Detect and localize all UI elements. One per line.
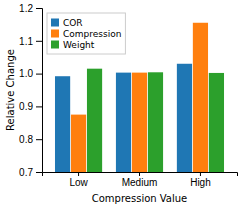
x-axis-line [43,173,238,177]
x-tick: Low [69,172,88,188]
y-tick-label: 1.2 [19,3,33,14]
y-axis: 0.7 0.8 0.9 1.0 1.1 1.2 [19,3,42,178]
legend-swatch [51,19,59,27]
bars [55,23,224,172]
x-tick: High [190,172,211,188]
y-tick-label: 1.0 [19,68,33,79]
x-tick-label: Medium [122,177,158,188]
y-tick-label: 0.9 [19,101,33,112]
legend-item: Compression [51,29,121,39]
legend-item: Weight [51,40,95,50]
bar [132,73,147,172]
bar [71,115,86,172]
plot: 0.70.80.91.01.11.2LowMediumHighCORCompre… [19,3,237,206]
y-tick: 1.1 [19,36,42,47]
legend-label: Compression [63,29,121,39]
x-tick-label: High [190,177,211,188]
bar-series [87,69,224,172]
y-tick-mark [36,106,42,107]
y-tick: 0.7 [19,167,42,178]
bar [55,76,70,172]
y-axis-title: Relative Change [5,49,16,131]
y-tick: 1.2 [19,3,42,14]
legend-box [47,13,125,54]
legend: CORCompressionWeight [47,13,125,54]
legend-label: COR [63,18,83,28]
legend-swatch [51,30,59,38]
chart: 0.70.80.91.01.11.2LowMediumHighCORCompre… [0,0,245,206]
bar [148,72,163,172]
legend-label: Weight [63,40,95,50]
y-tick-mark [36,74,42,75]
x-tick-mark [139,172,140,176]
x-tick-mark [200,172,201,176]
x-tick: Medium [122,172,158,188]
y-tick: 0.8 [19,134,42,145]
bar [209,73,224,172]
bar [193,23,208,172]
bar [87,69,102,172]
bar [116,73,131,172]
y-tick-label: 0.8 [19,134,33,145]
legend-swatch [51,41,59,49]
x-tick-mark [78,172,79,176]
y-tick-label: 0.7 [19,167,33,178]
y-tick: 1.0 [19,68,42,79]
x-tick-label: Low [69,177,88,188]
legend-item: COR [51,18,83,28]
y-tick: 0.9 [19,101,42,112]
y-axis-line [36,9,43,173]
y-tick-mark [36,172,42,173]
y-tick-mark [36,41,42,42]
bar-series [55,64,192,172]
bar [177,64,192,172]
y-tick-label: 1.1 [19,36,33,47]
x-axis-title: Compression Value [92,193,188,204]
y-tick-mark [36,139,42,140]
x-axis: Low Medium High [43,172,238,188]
y-tick-mark [36,8,42,9]
